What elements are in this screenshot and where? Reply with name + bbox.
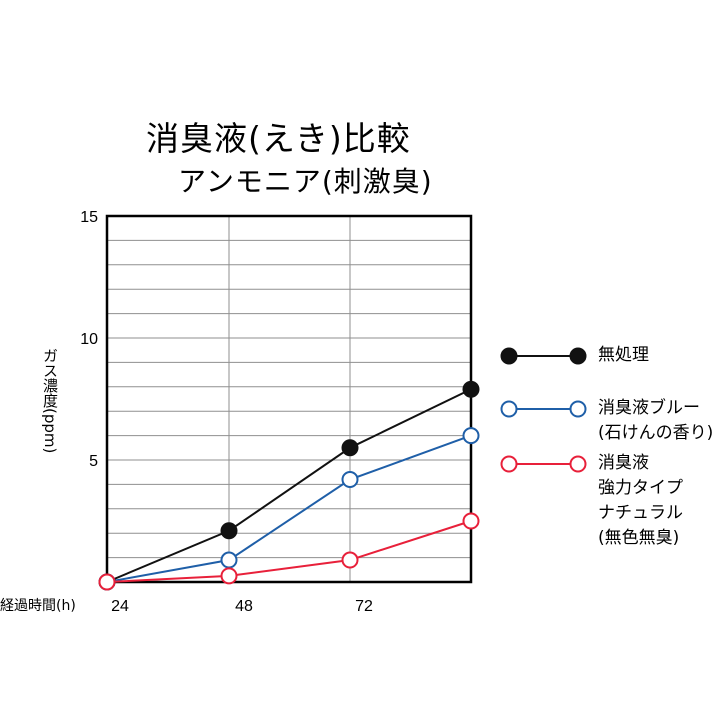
x-axis-label: 経過時間(h) (0, 598, 76, 614)
data-point (341, 439, 359, 457)
plot-area (107, 216, 471, 582)
x-tick-label: 48 (235, 598, 253, 615)
legend-marker (500, 347, 587, 365)
legend-marker (500, 455, 587, 473)
y-tick-label: 5 (89, 453, 98, 470)
data-point (462, 380, 480, 398)
chart-subtitle: アンモニア(刺激臭) (178, 165, 433, 198)
legend-label-line: ナチュラル (598, 503, 683, 523)
plot-frame (105, 214, 473, 584)
series-line (106, 434, 472, 583)
data-point (462, 512, 480, 530)
y-axis-label: ガス濃度(ppm) (41, 348, 59, 454)
legend-label: 消臭液ブルー (石けんの香り) (598, 396, 713, 446)
legend-label-line: (無色無臭) (598, 528, 680, 548)
legend-marker (500, 400, 587, 418)
y-tick-label: 15 (80, 209, 98, 226)
data-point (220, 567, 238, 585)
legend-label-line: 無処理 (598, 345, 649, 365)
legend-label-line: 強力タイプ (598, 478, 683, 498)
series-line (106, 388, 472, 583)
data-point (341, 471, 359, 489)
x-tick-label: 24 (111, 598, 129, 615)
data-point (220, 522, 238, 540)
data-point (220, 551, 238, 569)
y-tick-label: 10 (80, 331, 98, 348)
series-line (106, 520, 472, 583)
x-tick-label: 72 (355, 598, 373, 615)
legend-label: 消臭液強力タイプナチュラル (無色無臭) (598, 451, 683, 551)
legend-label-line: 消臭液ブルー (598, 398, 700, 418)
data-point (462, 427, 480, 445)
data-point (341, 551, 359, 569)
legend-label-line: (石けんの香り) (598, 423, 714, 443)
legend-label-line: 消臭液 (598, 453, 649, 473)
chart-title: 消臭液(えき)比較 (146, 119, 411, 158)
legend-label: 無処理 (598, 343, 649, 368)
data-point (98, 573, 116, 591)
